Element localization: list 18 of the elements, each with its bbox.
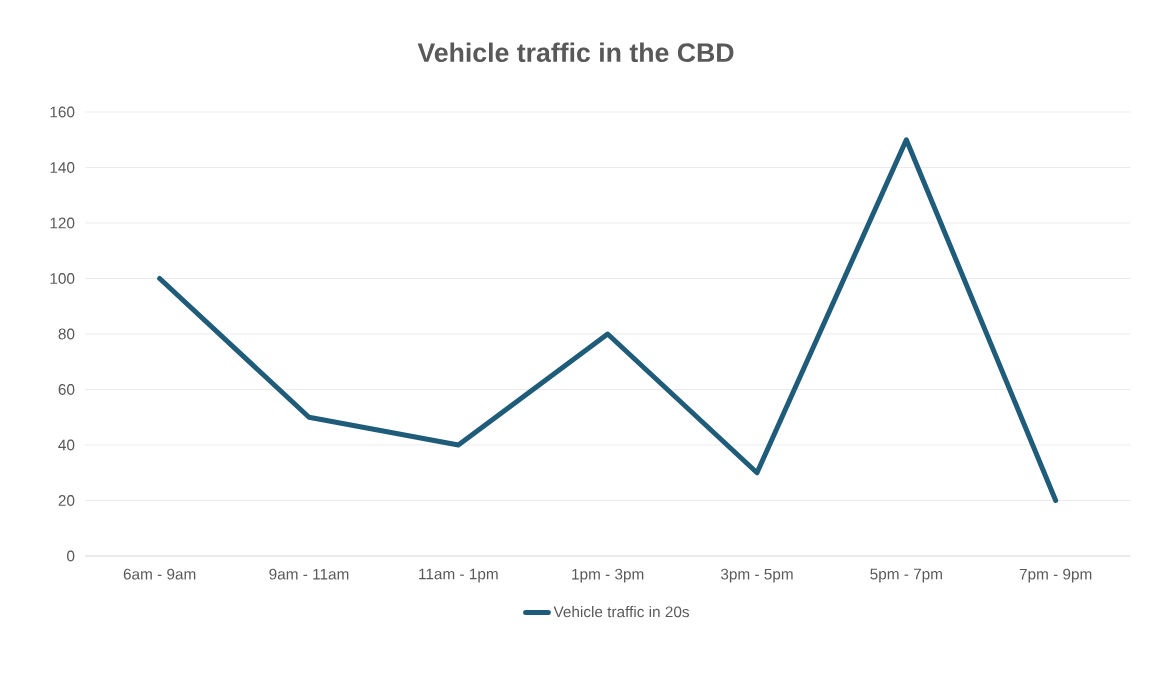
y-tick-label: 100 xyxy=(50,273,75,284)
x-tick-label: 1pm - 3pm xyxy=(572,568,644,583)
y-tick-label: 60 xyxy=(58,384,75,395)
x-tick-label: 7pm - 9pm xyxy=(1019,568,1092,583)
y-tick-label: 160 xyxy=(50,106,75,118)
legend-label: Vehicle traffic in 20s xyxy=(553,606,690,618)
x-tick-label: 6am - 9am xyxy=(123,568,196,580)
y-tick-label: 40 xyxy=(58,439,75,451)
chart-title: Vehicle traffic in the CBD xyxy=(417,42,734,63)
x-tick-label: 5pm - 7pm xyxy=(870,568,942,583)
y-tick-label: 120 xyxy=(50,217,75,229)
y-tick-label: 0 xyxy=(67,550,75,562)
y-tick-label: 20 xyxy=(58,495,75,506)
x-tick-label: 11am - 1pm xyxy=(419,568,498,583)
x-tick-label: 9am - 11am xyxy=(269,568,349,580)
y-tick-label: 140 xyxy=(50,162,75,173)
x-tick-label: 3pm - 5pm xyxy=(720,568,793,583)
y-tick-label: 80 xyxy=(58,328,75,340)
